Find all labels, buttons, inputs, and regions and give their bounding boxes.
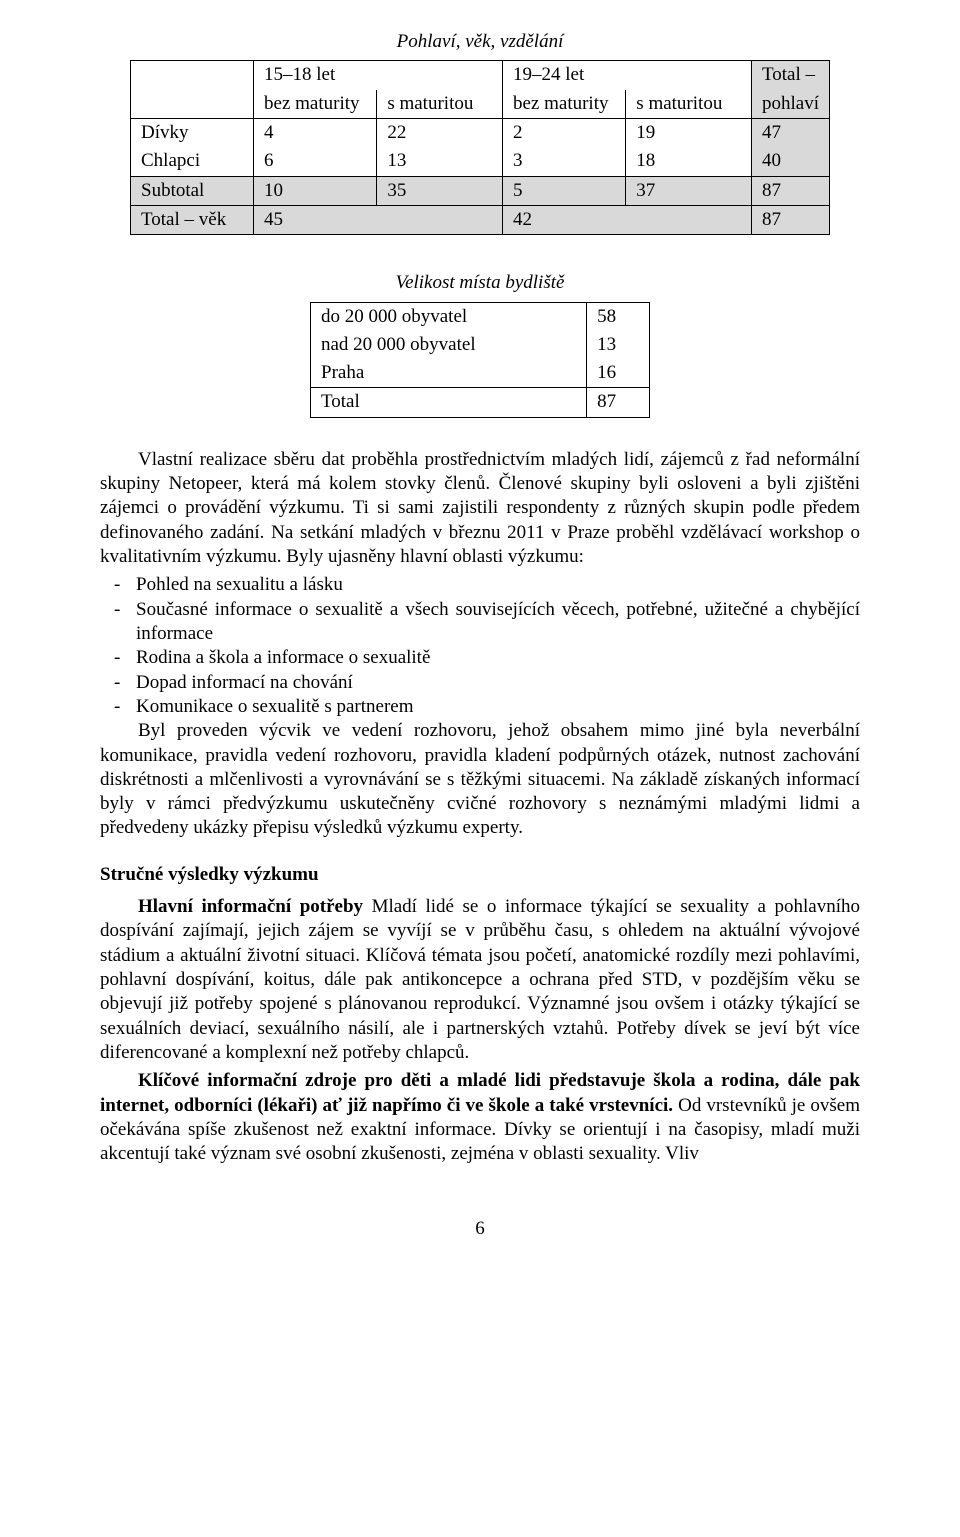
t1-tv-total: 87 (752, 205, 830, 234)
t1-d4: 47 (752, 118, 830, 147)
t1-blank-hdr2 (131, 90, 254, 119)
t1-rowlbl-chlapci: Chlapci (131, 147, 254, 176)
t1-c0: 6 (254, 147, 377, 176)
t1-rowlbl-divky: Dívky (131, 118, 254, 147)
page-number: 6 (100, 1217, 860, 1241)
t2-r1-val: 13 (587, 331, 650, 359)
bullet-2: Rodina a škola a informace o sexualitě (100, 646, 860, 670)
table2-title: Velikost místa bydliště (100, 271, 860, 295)
bullet-0: Pohled na sexualitu a lásku (100, 573, 860, 597)
t2-r0-lbl: do 20 000 obyvatel (311, 302, 587, 331)
para1-post: Byl proveden výcvik ve vedení rozhovoru,… (100, 719, 860, 841)
t1-total-hdr-l2: pohlaví (752, 90, 830, 119)
para2: Hlavní informační potřeby Mladí lidé se … (100, 895, 860, 1065)
t1-tv-right: 42 (503, 205, 752, 234)
bullet-3: Dopad informací na chování (100, 671, 860, 695)
t1-c3: 18 (626, 147, 752, 176)
para2-rest: Mladí lidé se o informace týkající se se… (100, 896, 860, 1063)
t2-r2-val: 16 (587, 359, 650, 388)
para2-bold: Hlavní informační potřeby (138, 896, 363, 917)
t1-tv-left: 45 (254, 205, 503, 234)
t1-s4: 87 (752, 176, 830, 205)
table1: 15–18 let 19–24 let Total – bez maturity… (130, 60, 830, 235)
t1-sub2: bez maturity (503, 90, 626, 119)
t1-total-hdr-l1: Total – (752, 61, 830, 90)
t2-r0-val: 58 (587, 302, 650, 331)
t1-s1: 35 (377, 176, 503, 205)
t1-rowlbl-subtotal: Subtotal (131, 176, 254, 205)
t1-age1: 15–18 let (254, 61, 503, 90)
bullet-4: Komunikace o sexualitě s partnerem (100, 695, 860, 719)
t1-s3: 37 (626, 176, 752, 205)
t2-r3-lbl: Total (311, 388, 587, 417)
table1-title: Pohlaví, věk, vzdělání (100, 30, 860, 54)
t2-r2-lbl: Praha (311, 359, 587, 388)
t1-c2: 3 (503, 147, 626, 176)
t1-sub0: bez maturity (254, 90, 377, 119)
section-heading: Stručné výsledky výzkumu (100, 863, 860, 887)
t1-rowlbl-totalvek: Total – věk (131, 205, 254, 234)
para3: Klíčové informační zdroje pro děti a mla… (100, 1069, 860, 1166)
bullet-list: Pohled na sexualitu a lásku Současné inf… (100, 573, 860, 719)
bullet-1: Současné informace o sexualitě a všech s… (100, 598, 860, 647)
t2-r1-lbl: nad 20 000 obyvatel (311, 331, 587, 359)
t1-d0: 4 (254, 118, 377, 147)
table2: do 20 000 obyvatel 58 nad 20 000 obyvate… (310, 302, 650, 418)
t1-blank-hdr (131, 61, 254, 90)
t1-c4: 40 (752, 147, 830, 176)
t1-c1: 13 (377, 147, 503, 176)
t2-r3-val: 87 (587, 388, 650, 417)
t1-s0: 10 (254, 176, 377, 205)
t1-s2: 5 (503, 176, 626, 205)
t1-sub3: s maturitou (626, 90, 752, 119)
t1-d2: 2 (503, 118, 626, 147)
t1-sub1: s maturitou (377, 90, 503, 119)
para1-pre: Vlastní realizace sběru dat proběhla pro… (100, 448, 860, 570)
t1-age2: 19–24 let (503, 61, 752, 90)
t1-d1: 22 (377, 118, 503, 147)
t1-d3: 19 (626, 118, 752, 147)
